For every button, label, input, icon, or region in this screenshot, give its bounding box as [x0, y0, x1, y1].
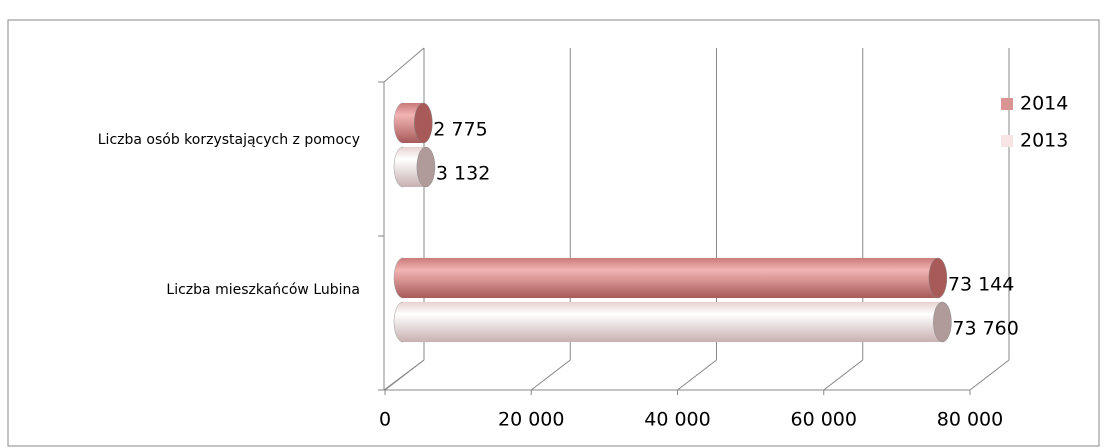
- legend-swatch: [1001, 98, 1013, 110]
- floor-line: [530, 359, 571, 391]
- x-tick-label: 20 000: [498, 409, 564, 431]
- bar: [393, 102, 433, 144]
- bar-end-cap: [414, 102, 433, 144]
- chart-frame: [7, 19, 1100, 447]
- floor-line: [384, 359, 425, 391]
- value-label: 3 132: [436, 163, 490, 185]
- floor-line: [823, 359, 864, 391]
- legend-label: 2014: [1020, 93, 1068, 115]
- bar-end-cap: [933, 301, 952, 343]
- bar: [393, 146, 436, 188]
- bar: [393, 257, 948, 299]
- category-label: Liczba mieszkańców Lubina: [166, 282, 360, 298]
- bar-body: [403, 258, 938, 298]
- x-tick-label: 80 000: [937, 409, 1003, 431]
- legend-label: 2013: [1020, 130, 1068, 152]
- value-label: 73 760: [952, 318, 1018, 340]
- bar-end-cap: [416, 146, 436, 188]
- floor-line: [677, 359, 717, 391]
- x-tick-label: 40 000: [644, 409, 710, 431]
- bar-body: [403, 302, 943, 342]
- x-tick-label: 0: [379, 409, 391, 431]
- category-label: Liczba osób korzystających z pomocy: [98, 132, 360, 148]
- value-label: 2 775: [433, 119, 487, 141]
- bar-end-cap: [928, 257, 948, 299]
- legend-swatch: [1001, 135, 1013, 147]
- value-label: 73 144: [948, 274, 1014, 296]
- bar: [393, 301, 952, 343]
- x-tick-label: 60 000: [791, 409, 857, 431]
- floor-line: [969, 359, 1010, 391]
